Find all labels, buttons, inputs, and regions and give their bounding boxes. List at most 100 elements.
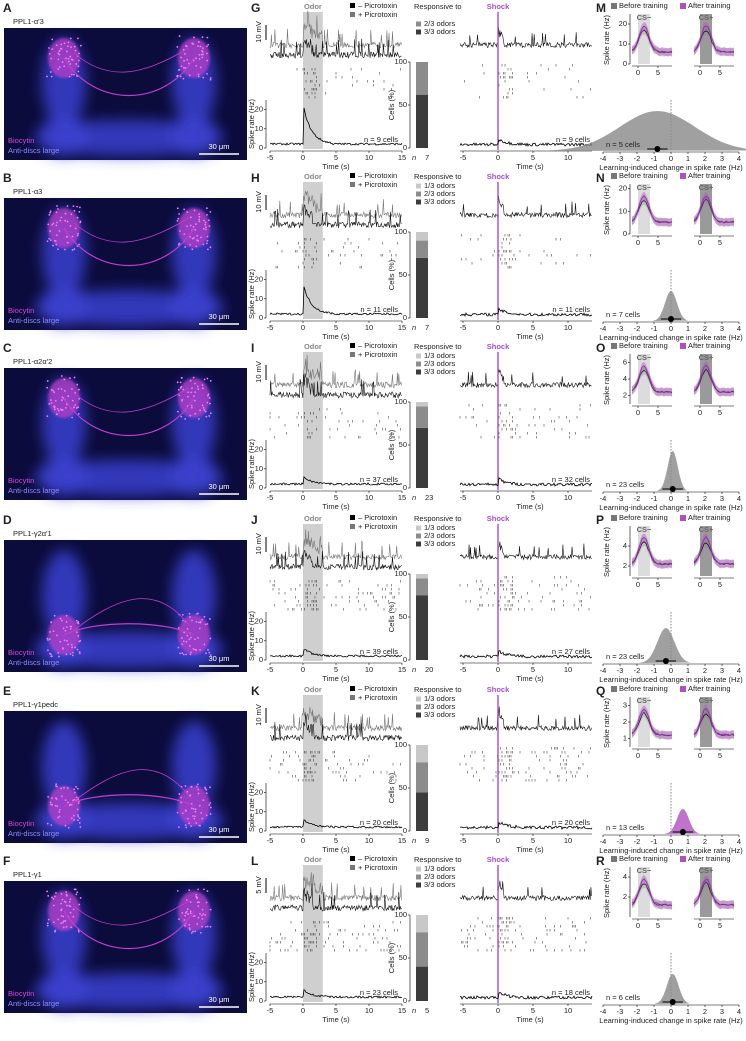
bouton — [78, 651, 81, 653]
legend-label: 3/3 odors — [424, 880, 456, 889]
x-tick-label: 5 — [334, 493, 338, 502]
bouton — [68, 75, 71, 78]
bouton — [206, 401, 209, 404]
stain-label: Biocytin — [8, 476, 34, 485]
stain-label: Biocytin — [8, 648, 34, 657]
x-tick-label: 1 — [686, 324, 690, 333]
bouton — [206, 59, 209, 62]
bouton — [194, 382, 196, 385]
bouton — [194, 930, 197, 933]
cs-label: CS+ — [699, 13, 714, 22]
bouton — [63, 65, 66, 68]
legend-swatch — [680, 856, 686, 862]
x-tick-label: 5 — [718, 68, 722, 77]
legend-swatch — [611, 173, 617, 179]
x-tick-label: -5 — [267, 323, 274, 332]
bouton — [198, 218, 201, 221]
y-tick-label: 100 — [394, 910, 407, 919]
bouton — [57, 52, 60, 55]
x-tick-label: -4 — [600, 837, 607, 846]
bouton — [55, 785, 57, 787]
bouton — [201, 908, 204, 911]
bouton — [181, 912, 184, 914]
x-tick-label: 0 — [496, 836, 500, 845]
bouton — [75, 631, 78, 634]
panel-letter: B — [3, 171, 12, 185]
x-tick-label: -4 — [600, 1007, 607, 1016]
x-tick-label: 5 — [531, 836, 535, 845]
bouton — [205, 792, 208, 795]
bouton — [49, 71, 52, 73]
x-tick-label: -5 — [460, 153, 467, 162]
neuron-name: PPL1-γ1 — [13, 870, 42, 879]
legend-title: Responsive to — [414, 685, 462, 694]
bouton — [206, 36, 209, 39]
bouton — [77, 819, 79, 822]
bouton — [202, 243, 205, 246]
axis-title: Time (s) — [516, 845, 544, 854]
bouton — [50, 824, 53, 826]
legend-label: 3/3 odors — [424, 539, 456, 548]
bouton — [177, 646, 180, 649]
bouton — [194, 228, 197, 231]
bouton — [74, 404, 76, 406]
bouton — [50, 399, 52, 401]
axis-title: Spike rate (Hz) — [247, 951, 256, 1002]
y-tick-label: 10 — [255, 807, 263, 816]
spike-raster — [269, 408, 401, 439]
x-tick-label: 5 — [334, 665, 338, 674]
axon — [73, 47, 190, 73]
n-symbol: n — [412, 1006, 416, 1015]
lobe — [169, 969, 219, 1009]
bouton — [197, 636, 199, 639]
x-tick-label: 2 — [703, 324, 707, 333]
odor-period — [303, 182, 323, 319]
bouton — [178, 213, 181, 215]
lobe — [39, 456, 89, 496]
mean-trace — [631, 365, 673, 394]
bouton — [51, 797, 53, 800]
bouton — [68, 900, 71, 903]
bouton — [195, 57, 197, 60]
bouton — [46, 822, 49, 825]
cs-label: CS− — [637, 696, 652, 705]
bouton — [76, 234, 79, 237]
legend-title: Responsive to — [414, 514, 462, 523]
legend-label: – Picrotoxin — [358, 513, 397, 522]
bouton — [77, 406, 80, 409]
bouton — [60, 399, 63, 402]
bouton — [195, 785, 198, 788]
bouton — [50, 653, 52, 656]
bouton — [198, 804, 201, 807]
bouton — [191, 815, 194, 817]
cs-period — [700, 697, 712, 747]
bouton — [181, 637, 183, 639]
bouton — [178, 69, 181, 71]
x-tick-label: 1 — [686, 154, 690, 163]
panel-letter: L — [251, 854, 258, 868]
bouton — [198, 213, 201, 216]
bouton — [66, 787, 69, 789]
bouton — [49, 803, 52, 806]
bouton — [205, 242, 208, 245]
bouton — [202, 799, 205, 802]
bouton — [56, 221, 58, 224]
bouton — [47, 223, 50, 226]
legend-swatch — [416, 696, 421, 702]
legend-label: 2/3 odors — [424, 702, 456, 711]
voltage-trace — [459, 27, 592, 49]
cs-period — [700, 184, 712, 234]
cs-label: CS+ — [699, 525, 714, 534]
scale-label: 30 μm — [209, 654, 230, 663]
bouton — [209, 786, 211, 789]
axis-title: Spike rate (Hz) — [602, 184, 611, 235]
x-tick-label: 0 — [669, 1007, 673, 1016]
bouton — [207, 43, 210, 46]
x-tick-label: 5 — [656, 68, 660, 77]
bouton — [203, 615, 206, 618]
distribution — [545, 111, 746, 151]
bouton — [53, 391, 56, 394]
legend-swatch — [416, 533, 421, 539]
bouton — [69, 911, 72, 914]
bouton — [209, 246, 212, 249]
